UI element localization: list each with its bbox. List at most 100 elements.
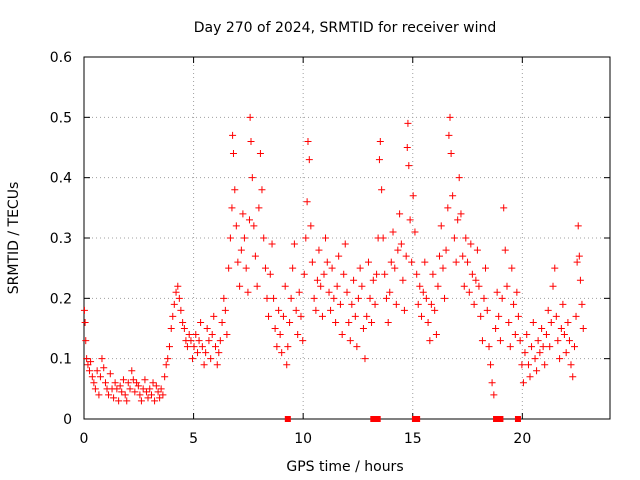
data-point	[538, 325, 546, 332]
data-point	[93, 367, 101, 375]
data-point	[459, 252, 467, 260]
axis-marker-square	[284, 416, 291, 422]
data-point	[81, 318, 89, 326]
data-point	[345, 318, 353, 326]
x-tick-label: 0	[80, 431, 89, 447]
data-point	[151, 397, 159, 405]
data-point	[169, 312, 177, 320]
data-point	[399, 276, 407, 284]
data-point	[113, 385, 121, 393]
chart-title: Day 270 of 2024, SRMTID for receiver win…	[194, 20, 497, 36]
data-point	[477, 312, 485, 320]
data-point	[308, 258, 316, 266]
data-point	[406, 216, 414, 224]
data-point	[317, 282, 325, 290]
data-point	[439, 264, 447, 272]
data-point	[205, 337, 213, 345]
data-point	[478, 337, 486, 345]
data-point	[218, 318, 226, 326]
data-point	[83, 355, 91, 363]
data-point	[572, 312, 580, 320]
y-tick-label: 0.2	[50, 291, 72, 307]
data-point	[492, 325, 500, 332]
data-point	[268, 240, 276, 248]
data-point	[131, 388, 139, 396]
data-point	[570, 343, 578, 351]
data-point	[404, 119, 412, 127]
data-point	[446, 113, 454, 121]
data-point	[232, 222, 240, 230]
data-point	[498, 294, 506, 302]
axis-marker-square	[414, 416, 421, 422]
data-point	[202, 349, 210, 357]
data-point	[501, 246, 509, 254]
data-point	[500, 204, 508, 212]
data-point	[432, 331, 440, 339]
data-point	[396, 210, 404, 218]
data-point	[434, 282, 442, 290]
data-point	[229, 150, 237, 158]
data-point	[322, 234, 330, 242]
data-point	[348, 300, 356, 308]
data-point	[559, 300, 567, 308]
data-point	[528, 343, 536, 351]
data-point	[524, 361, 532, 369]
y-tick-label: 0.4	[50, 171, 72, 187]
data-point	[190, 343, 198, 351]
data-point	[351, 312, 359, 320]
data-point	[403, 144, 411, 151]
data-point	[198, 343, 206, 351]
data-point	[242, 264, 250, 272]
data-point	[340, 270, 348, 278]
data-point	[455, 174, 463, 182]
data-point	[579, 325, 587, 332]
data-point	[165, 343, 173, 351]
data-point	[575, 252, 583, 260]
data-point	[429, 270, 437, 278]
data-point	[292, 306, 300, 314]
data-point	[387, 258, 395, 266]
data-point	[419, 288, 427, 296]
data-point	[431, 306, 439, 314]
data-point	[408, 258, 416, 266]
data-point	[562, 349, 570, 357]
data-point	[343, 288, 351, 296]
data-point	[341, 240, 349, 248]
data-point	[369, 276, 377, 284]
data-point	[283, 361, 291, 369]
data-point	[464, 258, 472, 266]
data-point	[180, 325, 188, 332]
data-point	[203, 325, 211, 332]
data-point	[350, 276, 358, 284]
data-point	[154, 388, 162, 396]
data-point	[185, 331, 193, 339]
data-point	[133, 379, 141, 387]
y-tick-label: 0.6	[50, 50, 72, 66]
data-point	[142, 388, 150, 396]
data-point	[389, 228, 397, 236]
data-point	[194, 349, 202, 357]
data-point	[397, 240, 405, 248]
data-point	[485, 343, 493, 351]
data-point	[444, 204, 452, 212]
y-tick-label: 0	[63, 412, 72, 428]
data-point	[164, 355, 172, 363]
data-point	[526, 373, 534, 381]
data-point	[310, 294, 318, 302]
data-point	[529, 318, 537, 326]
data-point	[260, 234, 268, 242]
data-point	[172, 288, 180, 296]
data-point	[212, 343, 219, 351]
data-point	[462, 234, 470, 242]
data-point	[115, 397, 123, 405]
data-point	[576, 276, 584, 284]
data-point	[128, 367, 136, 375]
data-point	[111, 379, 119, 387]
data-point	[416, 282, 424, 290]
data-point	[552, 312, 560, 320]
data-point	[223, 331, 231, 339]
data-point	[250, 222, 258, 230]
data-point	[300, 270, 308, 278]
data-point	[149, 379, 157, 387]
data-point	[564, 318, 572, 326]
